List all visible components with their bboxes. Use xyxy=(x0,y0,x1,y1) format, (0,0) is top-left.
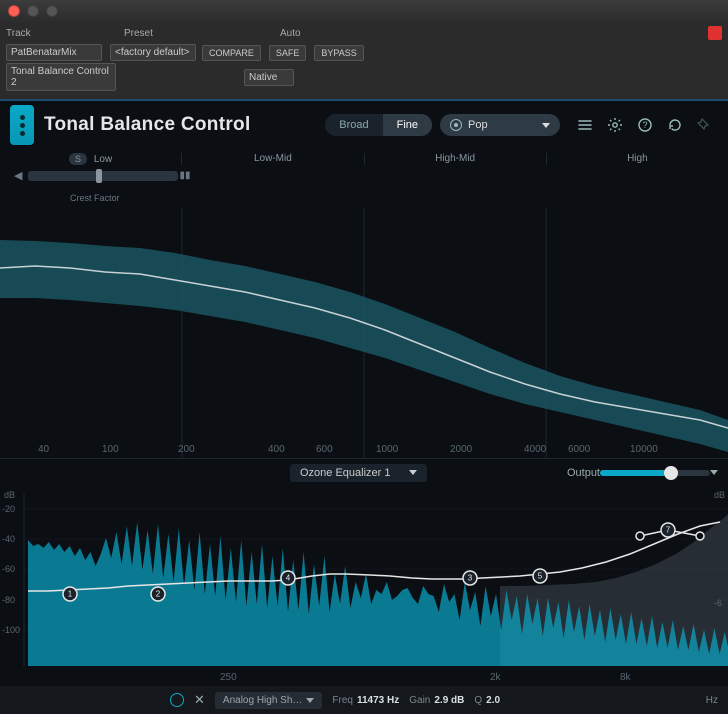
help-button[interactable]: ? xyxy=(632,112,658,138)
eq-chart[interactable]: dBdB-20-40-60-80-100-61243572502k8k xyxy=(0,486,728,686)
crest-row: ◀ ▮▮ xyxy=(0,167,728,188)
svg-text:5: 5 xyxy=(538,572,543,581)
svg-text:8k: 8k xyxy=(620,672,632,683)
crest-label: Crest Factor xyxy=(70,193,120,203)
band-highmid[interactable]: High-Mid xyxy=(365,153,547,165)
q-readout: Q2.0 xyxy=(474,695,500,706)
gain-readout: Gain2.9 dB xyxy=(409,695,464,706)
close-button[interactable]: ✕ xyxy=(194,692,205,708)
svg-text:7: 7 xyxy=(666,526,671,535)
filter-select[interactable]: Analog High Sh… xyxy=(215,692,323,709)
svg-text:dB: dB xyxy=(714,490,725,500)
safe-button[interactable]: SAFE xyxy=(269,45,307,61)
svg-text:6000: 6000 xyxy=(568,444,591,455)
svg-text:dB: dB xyxy=(4,490,15,500)
svg-text:2: 2 xyxy=(156,590,161,599)
izotope-logo xyxy=(10,105,34,145)
window-maximize-button[interactable] xyxy=(46,5,58,17)
output-label: Output xyxy=(567,467,600,479)
svg-text:2k: 2k xyxy=(490,672,502,683)
solo-button[interactable]: S xyxy=(69,153,87,165)
genre-select[interactable]: Pop xyxy=(440,114,560,136)
output-slider[interactable] xyxy=(600,470,710,476)
svg-text:-60: -60 xyxy=(2,564,15,574)
macos-titlebar xyxy=(0,0,728,22)
view-segmented: Broad Fine xyxy=(325,114,432,136)
eq-select[interactable]: Ozone Equalizer 1 xyxy=(290,464,427,482)
crest-thumb[interactable] xyxy=(96,169,102,183)
band-high[interactable]: High xyxy=(547,153,728,165)
svg-text:600: 600 xyxy=(316,444,333,455)
track-label: Track xyxy=(6,28,106,39)
refresh-button[interactable] xyxy=(662,112,688,138)
eq-selector-row: Ozone Equalizer 1 Output xyxy=(0,458,728,486)
speaker-icon: ◀ xyxy=(14,169,22,182)
svg-text:-40: -40 xyxy=(2,534,15,544)
freq-readout: Freq11473 Hz xyxy=(332,695,399,706)
svg-text:1: 1 xyxy=(68,590,73,599)
svg-text:2000: 2000 xyxy=(450,444,473,455)
record-indicator[interactable] xyxy=(708,26,722,40)
fine-tab[interactable]: Fine xyxy=(383,114,432,136)
crest-slider[interactable]: ▮▮ xyxy=(28,171,178,181)
compare-button[interactable]: COMPARE xyxy=(202,45,261,61)
auto-label: Auto xyxy=(280,28,301,39)
svg-text:400: 400 xyxy=(268,444,285,455)
chevron-down-icon xyxy=(306,698,314,703)
window-close-button[interactable] xyxy=(8,5,20,17)
output-thumb[interactable] xyxy=(664,466,678,480)
host-header: Track Preset Auto PatBenatarMix <factory… xyxy=(0,22,728,99)
plugin-title-row: Tonal Balance Control Broad Fine Pop ? xyxy=(0,99,728,149)
power-button[interactable] xyxy=(170,693,184,707)
svg-text:40: 40 xyxy=(38,444,50,455)
svg-text:10000: 10000 xyxy=(630,444,658,455)
plugin-title: Tonal Balance Control xyxy=(44,114,251,136)
gear-button[interactable] xyxy=(602,112,628,138)
chevron-down-icon xyxy=(542,123,550,128)
svg-text:-80: -80 xyxy=(2,595,15,605)
chevron-down-icon xyxy=(409,470,417,475)
band-low[interactable]: S Low xyxy=(0,153,182,165)
target-icon xyxy=(450,119,462,131)
bottom-bar: ✕ Analog High Sh… Freq11473 Hz Gain2.9 d… xyxy=(0,686,728,714)
band-lowmid[interactable]: Low-Mid xyxy=(182,153,364,165)
svg-text:?: ? xyxy=(642,120,647,130)
track-field[interactable]: PatBenatarMix xyxy=(6,44,102,61)
plugin-field[interactable]: Tonal Balance Control 2 xyxy=(6,63,116,91)
window-minimize-button[interactable] xyxy=(27,5,39,17)
bypass-button[interactable]: BYPASS xyxy=(314,45,363,61)
svg-text:100: 100 xyxy=(102,444,119,455)
svg-text:3: 3 xyxy=(468,574,473,583)
band-labels: S Low Low-Mid High-Mid High xyxy=(0,149,728,167)
preset-field[interactable]: <factory default> xyxy=(110,44,196,61)
svg-text:4: 4 xyxy=(286,574,291,583)
svg-text:-100: -100 xyxy=(2,625,20,635)
tonal-balance-chart[interactable]: 40 100 200 400 600 1000 2000 4000 6000 10000 xyxy=(0,208,728,458)
broad-tab[interactable]: Broad xyxy=(325,114,382,136)
svg-text:1000: 1000 xyxy=(376,444,399,455)
native-field[interactable]: Native xyxy=(244,69,294,86)
svg-text:-20: -20 xyxy=(2,504,15,514)
pin-button[interactable] xyxy=(692,112,718,138)
genre-label: Pop xyxy=(468,119,488,131)
hz-label: Hz xyxy=(706,695,718,706)
chevron-down-icon[interactable] xyxy=(710,470,718,475)
svg-text:250: 250 xyxy=(220,672,237,683)
svg-text:4000: 4000 xyxy=(524,444,547,455)
preset-label: Preset xyxy=(124,28,224,39)
svg-text:200: 200 xyxy=(178,444,195,455)
menu-button[interactable] xyxy=(572,112,598,138)
